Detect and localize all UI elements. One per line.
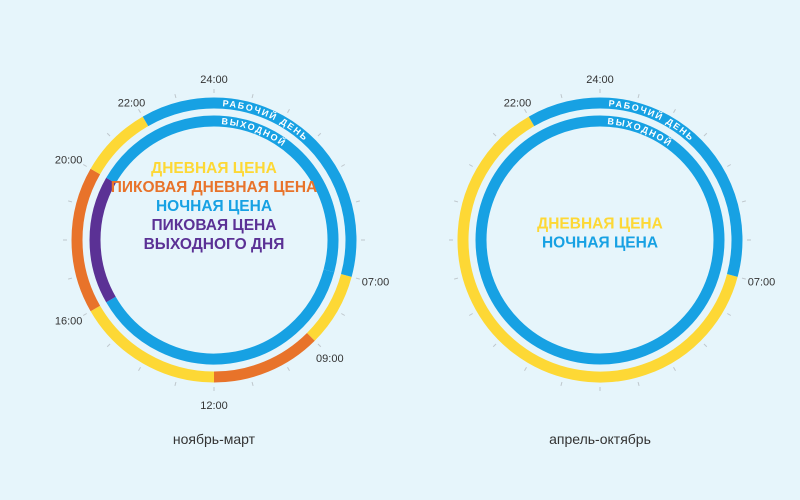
time-label-1200: 12:00 [200,400,228,412]
time-label-2000: 20:00 [55,155,83,167]
hour-tick [492,132,497,137]
hour-tick [68,277,73,280]
hour-tick [251,94,254,99]
legend-item-0: ДНЕВНАЯ ЦЕНА [537,216,663,233]
workday-ring-segment-day-2 [90,305,215,383]
time-label-2200: 22:00 [118,98,146,110]
weekend-ring-segment-weekend_peak-1 [89,177,116,303]
hour-tick [492,343,497,348]
hour-tick [727,313,732,316]
hour-tick [82,313,87,316]
hour-tick [355,200,360,203]
hour-tick [524,108,527,113]
hour-tick [251,381,254,386]
legend-item-1: НОЧНАЯ ЦЕНА [542,235,658,252]
hour-tick [560,381,563,386]
hour-tick [106,343,111,348]
time-label-2400: 24:00 [200,74,228,86]
time-label-1600: 16:00 [55,316,83,328]
hour-tick [341,313,346,316]
hour-tick [287,367,290,372]
season-caption: апрель-октябрь [549,431,651,447]
hour-tick [138,367,141,372]
hour-tick [468,313,473,316]
hour-tick [673,367,676,372]
workday-ring-segment-day-0 [457,116,738,383]
legend-item-0: ДНЕВНАЯ ЦЕНА [151,160,277,177]
weekend-ring-segment-night-2 [106,115,339,273]
hour-tick [468,164,473,167]
hour-tick [341,164,346,167]
hour-tick [317,132,322,137]
time-label-2400: 24:00 [586,74,614,86]
hour-tick [287,108,290,113]
hour-tick [673,108,676,113]
workday-ring-segment-day-4 [90,116,149,175]
legend-item-2: НОЧНАЯ ЦЕНА [156,198,272,215]
time-label-2200: 22:00 [504,98,532,110]
hour-tick [727,164,732,167]
hour-tick [317,343,322,348]
workday-ring-segment-night-1 [528,97,743,277]
hour-tick [703,343,708,348]
legend-item-1: ПИКОВАЯ ДНЕВНАЯ ЦЕНА [111,179,318,196]
workday-ring-segment-night-5 [142,97,357,277]
hour-tick [174,381,177,386]
hour-tick [637,381,640,386]
time-label-0700: 07:00 [362,277,390,289]
hour-tick [637,94,640,99]
time-label-0900: 09:00 [316,353,344,365]
hour-tick [524,367,527,372]
time-label-0700: 07:00 [748,277,776,289]
hour-tick [703,132,708,137]
weekend-ring-segment-night [475,115,725,365]
legend-item-3: ПИКОВАЯ ЦЕНА [152,217,277,234]
hour-tick [454,200,459,203]
hour-tick [454,277,459,280]
workday-ring-segment-peak_day-3 [71,168,101,312]
hour-tick [741,277,746,280]
workday-ring-segment-day-0 [306,273,352,341]
hour-tick [68,200,73,203]
hour-tick [560,94,563,99]
hour-tick [106,132,111,137]
hour-tick [174,94,177,99]
hour-tick [138,108,141,113]
weekend-ring-segment-night-0 [106,269,335,365]
season-caption: ноябрь-март [173,431,256,447]
workday-ring-segment-peak_day-1 [213,332,315,383]
hour-tick [355,277,360,280]
hour-tick [741,200,746,203]
legend-item-4: ВЫХОДНОГО ДНЯ [144,236,285,253]
hour-tick [82,164,87,167]
